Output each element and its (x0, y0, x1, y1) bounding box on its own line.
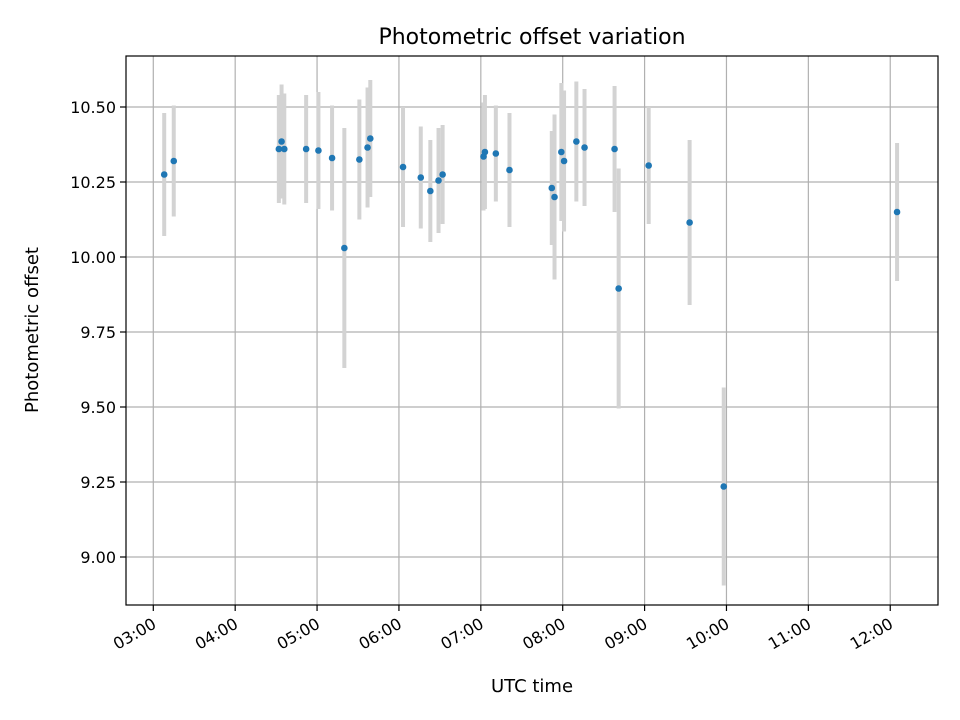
data-point (341, 244, 348, 252)
data-point (720, 483, 728, 490)
data-point (573, 138, 580, 145)
y-tick-label: 10.25 (70, 173, 116, 192)
data-point (366, 135, 374, 142)
chart-title: Photometric offset variation (378, 25, 685, 50)
grid (126, 56, 938, 605)
data-point (170, 157, 178, 165)
x-tick-label: 05:00 (274, 614, 323, 654)
y-tick-label: 9.25 (80, 473, 116, 492)
x-tick-label: 12:00 (847, 614, 896, 654)
data-point (551, 193, 558, 201)
y-tick-label: 10.50 (70, 98, 116, 117)
data-point (645, 162, 652, 169)
x-tick-label: 09:00 (601, 614, 650, 654)
data-point (581, 144, 588, 151)
x-tick-label: 07:00 (437, 614, 486, 654)
data-point (558, 148, 565, 156)
data-point (435, 177, 442, 184)
data-point (364, 144, 371, 151)
data-points (160, 135, 901, 490)
y-axis-label: Photometric offset (22, 247, 43, 413)
x-tick-label: 10:00 (683, 614, 732, 654)
data-point (275, 145, 283, 153)
data-point (278, 138, 285, 145)
data-point (506, 166, 513, 174)
data-point (160, 171, 168, 178)
x-tick-label: 11:00 (765, 614, 814, 654)
data-point (548, 184, 556, 192)
data-point (328, 154, 336, 162)
y-tick-label: 10.00 (70, 248, 116, 267)
data-point (281, 145, 288, 153)
error-bars (162, 80, 900, 586)
data-point (481, 148, 489, 156)
data-point (356, 156, 363, 163)
x-tick-label: 08:00 (519, 614, 568, 654)
x-tick-label: 04:00 (192, 614, 241, 654)
x-tick-label: 03:00 (110, 614, 159, 654)
data-point (686, 219, 693, 226)
y-tick-label: 9.00 (80, 548, 116, 567)
data-point (302, 145, 310, 153)
data-point (399, 163, 407, 171)
data-point (417, 174, 425, 181)
x-axis: 03:00 04:00 05:00 06:00 07:00 08:00 09:00 10:00… (110, 605, 896, 654)
x-axis-label: UTC time (491, 676, 573, 697)
data-point (893, 208, 901, 216)
data-point (560, 157, 568, 165)
y-tick-label: 9.50 (80, 398, 116, 417)
data-point (439, 171, 446, 178)
plot-frame (125, 55, 939, 606)
x-tick-label: 06:00 (356, 614, 405, 654)
data-point (427, 187, 434, 195)
data-point (615, 285, 622, 292)
y-axis: 9.00 9.25 9.50 9.75 10.00 10.25 10.50 (70, 98, 126, 567)
y-tick-label: 9.75 (80, 323, 116, 342)
data-point (492, 150, 500, 157)
data-point (315, 147, 322, 154)
data-point (611, 145, 618, 153)
